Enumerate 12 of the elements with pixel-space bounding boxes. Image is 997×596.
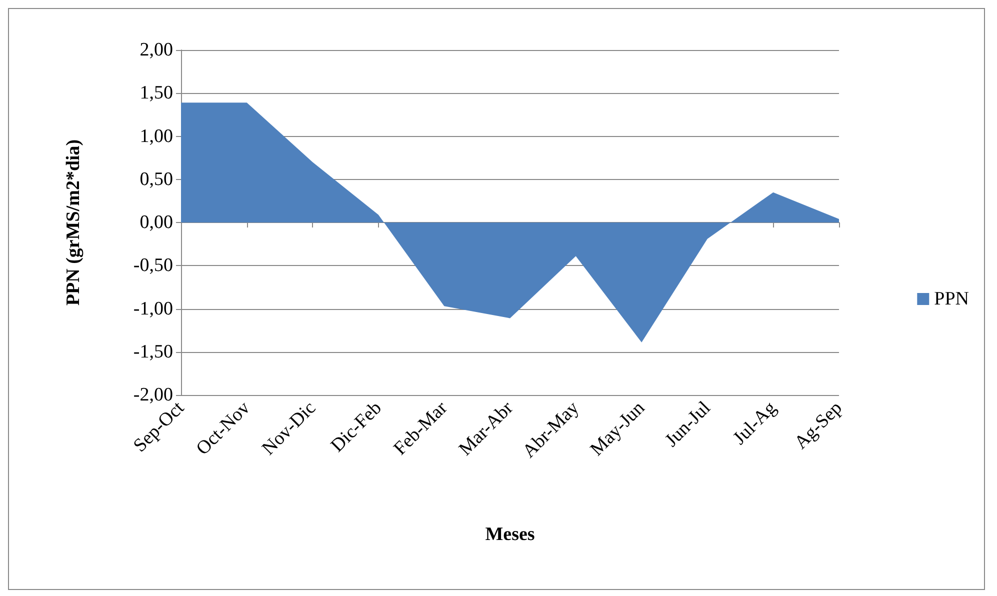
y-tick-label: 2,00 [140, 40, 173, 60]
y-tick-label: -0,50 [133, 255, 173, 276]
legend-label: PPN [934, 288, 970, 310]
y-tick-label: -1,50 [133, 341, 173, 362]
y-tick-label: -2,00 [133, 384, 173, 406]
y-axis-title: PPN (grMS/m2*dia) [63, 139, 84, 306]
y-tick-label: 1,50 [140, 82, 173, 104]
y-tick-label: -1,00 [133, 298, 173, 320]
y-tick-label: 0,00 [140, 212, 173, 233]
y-tick-label: 0,50 [140, 168, 173, 190]
y-tick-label: 1,00 [140, 126, 173, 147]
x-axis-title: Meses [485, 524, 535, 545]
